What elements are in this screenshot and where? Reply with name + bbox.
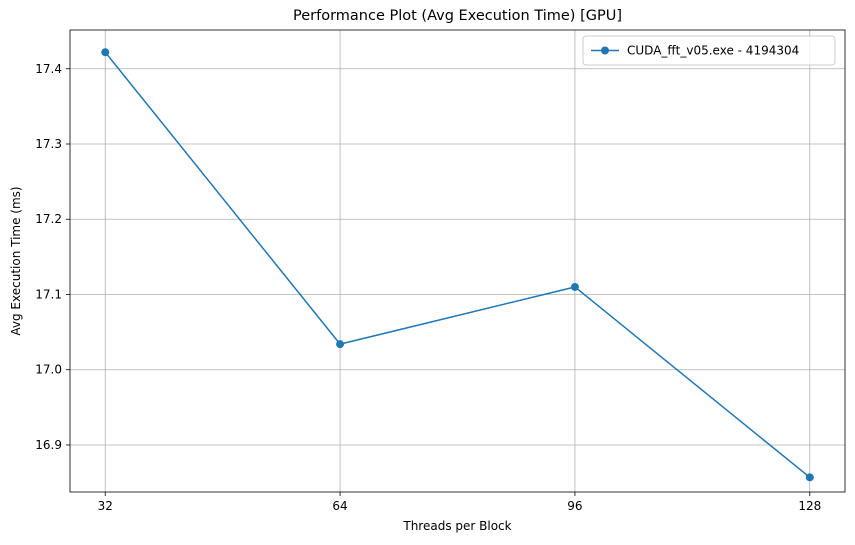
series-line: [104, 51, 811, 478]
x-tick-label: 32: [98, 499, 113, 513]
y-tick-label: 17.4: [35, 62, 62, 76]
y-axis-title: Avg Execution Time (ms): [9, 186, 23, 335]
y-tick-label: 17.1: [35, 287, 62, 301]
data-point: [570, 282, 579, 291]
plot-frame: [69, 29, 846, 493]
x-tick-label: 128: [798, 499, 821, 513]
y-tick-label: 17.0: [35, 363, 62, 377]
data-point: [336, 340, 345, 349]
y-tick-label: 16.9: [35, 438, 62, 452]
x-axis-title: Threads per Block: [402, 519, 511, 533]
x-tick-label: 64: [332, 499, 347, 513]
data-point: [805, 473, 814, 482]
legend-box: [582, 35, 836, 66]
y-tick-label: 17.2: [35, 212, 62, 226]
data-point: [101, 48, 110, 57]
legend-marker-swatch: [601, 46, 609, 55]
series-layer: [101, 48, 814, 482]
legend: CUDA_fft_v05.exe - 4194304: [582, 35, 836, 66]
x-tick-label: 96: [567, 499, 582, 513]
ticks: 32 64 96 128 16.9 17.0 17.1 17.2 17.3 17.4: [35, 62, 821, 513]
legend-label: CUDA_fft_v05.exe - 4194304: [627, 44, 799, 58]
y-tick-label: 17.3: [35, 137, 62, 151]
grid: [70, 30, 845, 492]
chart-title: Performance Plot (Avg Execution Time) [G…: [293, 8, 622, 24]
